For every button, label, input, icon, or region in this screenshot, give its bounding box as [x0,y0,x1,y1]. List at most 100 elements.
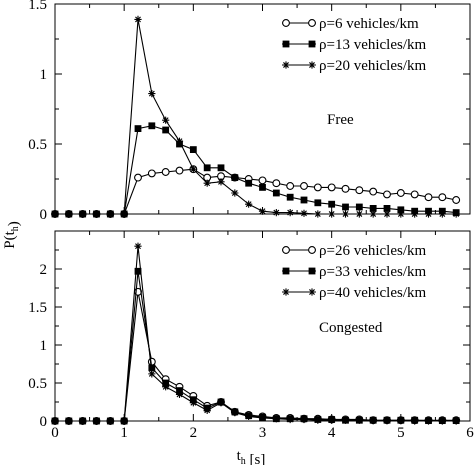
data-point-p0-s1-7 [148,122,156,130]
legend-label: ρ=20 vehicles/km [319,58,427,74]
data-point-p0-s2-11 [203,179,211,187]
data-point-p0-s0-legend-b [308,19,316,27]
legend-label: ρ=6 vehicles/km [319,16,419,32]
data-point-p1-s2-19 [314,416,322,424]
x-axis-label: th [s] [237,448,266,465]
x-tick-label: 4 [328,425,336,441]
legend-label: ρ=40 vehicles/km [319,285,427,301]
data-point-p0-s2-7 [148,90,156,98]
data-point-p0-s0-21 [341,184,350,193]
panel-annotation: Free [327,112,354,128]
panel-annotation: Congested [319,320,383,336]
data-point-p0-s1-17 [286,193,294,201]
data-point-p0-s1-18 [300,196,308,204]
data-point-p0-s2-28 [438,210,446,218]
y-tick-label: 0 [40,414,48,430]
data-point-p0-s1-8 [162,126,170,134]
data-point-p1-s2-29 [452,417,460,425]
x-tick-label: 3 [259,425,267,441]
data-point-p0-s0-18 [300,182,308,190]
data-point-p1-s2-1 [65,417,73,425]
data-point-p0-s2-1 [65,210,73,218]
data-point-p0-s1-legend-a [282,40,290,48]
data-point-p1-s2-21 [341,416,350,424]
data-point-p1-s2-9 [175,390,184,398]
data-point-p1-s0-legend-a [282,246,290,254]
legend-label: ρ=26 vehicles/km [319,243,427,259]
data-point-p0-s1-15 [259,184,266,191]
data-point-p1-s1-7 [148,364,156,372]
data-point-p0-s0-6 [134,173,142,182]
data-point-p0-s2-25 [397,210,405,218]
data-point-p0-s0-26 [410,190,419,199]
data-point-p0-s0-8 [161,168,170,176]
data-point-p1-s2-13 [231,409,239,417]
data-point-p0-s2-18 [300,209,308,217]
data-point-p0-s0-24 [383,190,391,199]
data-point-p1-s2-14 [245,412,253,421]
data-point-p0-s1-20 [328,200,336,208]
data-point-p0-s1-14 [245,179,253,187]
y-tick-label: 2 [40,262,48,278]
y-tick-label: 1.5 [28,0,47,13]
data-point-p0-s2-15 [258,207,267,215]
legend-label: ρ=13 vehicles/km [319,37,427,53]
data-point-p0-s1-25 [397,206,405,214]
data-point-p1-s0-legend-b [308,246,316,254]
data-point-p0-s0-23 [369,187,378,196]
data-point-p0-s2-16 [272,209,280,217]
data-point-p0-s0-17 [286,182,295,190]
data-point-p0-s0-7 [147,169,156,178]
data-point-p0-s1-16 [272,189,280,197]
data-point-p0-s1-legend-b [308,40,316,48]
data-point-p0-s2-6 [134,15,142,23]
data-point-p0-s0-9 [175,166,184,175]
data-point-p1-s2-5 [120,417,128,425]
data-point-p1-s2-11 [203,406,211,414]
data-point-p1-s2-8 [162,383,170,391]
data-point-p1-s2-26 [411,417,419,425]
data-point-p0-s2-22 [355,210,363,218]
data-point-p1-s2-22 [355,416,363,424]
x-tick-label: 5 [397,425,405,441]
data-point-p0-s0-22 [355,186,364,195]
y-axis-label: P(th) [2,221,22,249]
data-point-p1-s2-7 [148,370,156,378]
data-point-p0-s2-3 [92,210,101,218]
series-line [55,125,457,215]
data-point-p0-s2-14 [245,200,253,208]
data-point-p1-s1-legend-b [308,267,316,275]
y-tick-label: 1 [40,67,48,83]
data-point-p0-s1-24 [383,205,391,212]
data-point-p0-s2-17 [286,209,294,217]
data-point-p0-s1-10 [189,146,197,153]
data-point-p0-s1-13 [231,174,239,181]
y-tick-label: 0.5 [28,137,47,153]
panel-1: 0 1 2 3 4 5 6 0 0.5 1 1.5 2 ρ=26 vehicles/km ρ=33 veh… [28,230,474,441]
data-point-p0-s2-4 [106,210,114,218]
data-point-p1-s2-6 [134,242,142,250]
series-p0-s2 [51,15,460,218]
data-point-p1-s2-23 [369,417,377,425]
data-point-p1-s2-0 [51,417,59,425]
series-p1-s2 [51,242,460,425]
data-point-p0-s0-25 [396,189,405,197]
data-point-p0-s1-19 [314,199,322,207]
data-point-p1-s2-18 [300,415,308,424]
data-point-p0-s2-12 [217,178,225,186]
data-point-p1-s2-15 [258,414,267,422]
data-point-p0-s2-legend-b [308,61,316,69]
data-point-p0-s2-26 [411,210,419,218]
data-point-p0-s1-22 [355,203,363,211]
data-point-p0-s2-20 [328,210,336,218]
data-point-p1-s2-4 [106,417,114,425]
data-point-p0-s2-0 [51,210,59,218]
series-p1-s0 [51,287,461,425]
data-point-p1-s2-27 [424,417,433,425]
series-p0-s1 [51,122,460,218]
x-tick-label: 0 [51,425,59,441]
data-point-p0-s1-12 [217,164,225,172]
data-point-p1-s2-legend-b [308,288,316,296]
plot-frame [54,230,471,422]
data-point-p1-s2-20 [328,416,336,424]
